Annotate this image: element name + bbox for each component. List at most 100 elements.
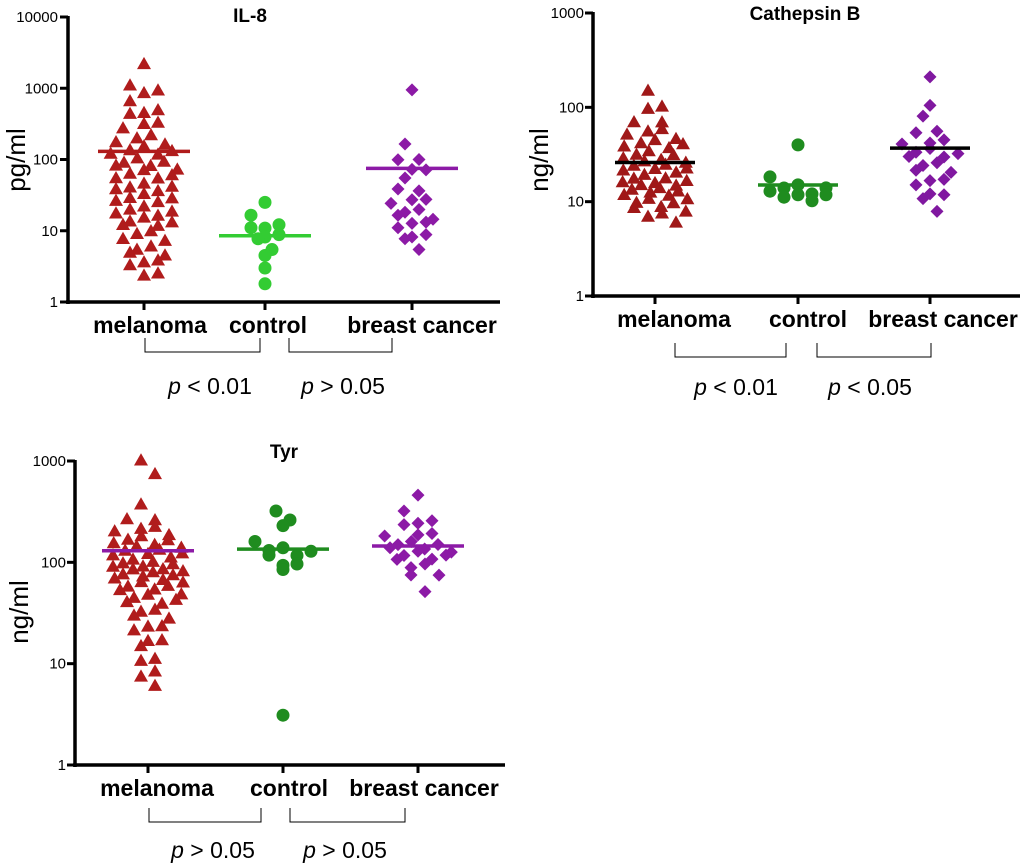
data-point — [405, 193, 419, 207]
data-point — [162, 527, 176, 541]
data-point — [123, 78, 137, 91]
data-point — [397, 504, 411, 518]
comparison-bracket — [144, 338, 261, 353]
data-point — [678, 204, 693, 217]
data-point — [669, 131, 683, 144]
data-point — [412, 153, 426, 167]
p-symbol: p — [170, 837, 184, 863]
y-tick-label: 1 — [576, 288, 584, 305]
data-point — [930, 156, 944, 170]
data-point — [141, 587, 155, 600]
category-label: melanoma — [93, 312, 207, 338]
data-point — [166, 556, 180, 570]
series-breast-cancer — [890, 70, 970, 218]
data-point — [161, 578, 175, 591]
data-point — [419, 215, 433, 229]
data-point — [930, 204, 944, 218]
data-point — [391, 221, 405, 235]
data-point — [378, 529, 392, 543]
p-value-text: > 0.05 — [316, 837, 387, 863]
data-point — [258, 261, 272, 275]
data-point — [166, 568, 180, 581]
data-point — [157, 154, 171, 167]
data-point — [137, 210, 151, 223]
data-point — [634, 177, 649, 191]
chart-panel-2: Tyr ng/ml 1 10 100 1000 melanoma control breast … — [4, 442, 505, 863]
data-point — [676, 136, 690, 150]
data-point — [624, 182, 639, 195]
data-point — [258, 221, 272, 235]
data-point — [165, 204, 179, 217]
data-point — [902, 149, 916, 163]
data-point — [419, 192, 433, 206]
data-point — [763, 170, 777, 184]
data-point — [151, 218, 165, 231]
data-point — [819, 188, 833, 202]
p-value-label: p < 0.01 — [693, 374, 778, 400]
y-tick-label: 100 — [41, 554, 66, 571]
y-tick-label: 1 — [58, 757, 66, 774]
data-point — [411, 528, 425, 542]
data-point — [777, 190, 791, 204]
data-point — [134, 453, 148, 466]
data-point — [412, 203, 426, 217]
series-control — [237, 504, 329, 722]
data-point — [629, 147, 644, 160]
category-label: breast cancer — [347, 312, 497, 338]
data-point — [137, 162, 151, 176]
data-point — [151, 83, 165, 96]
data-point — [130, 131, 144, 144]
data-point — [134, 604, 148, 617]
data-point — [404, 561, 418, 575]
data-point — [151, 115, 165, 128]
data-point — [655, 206, 669, 219]
data-point — [176, 563, 190, 577]
y-tick-label: 1000 — [25, 80, 58, 97]
data-point — [923, 174, 937, 188]
data-point — [617, 187, 632, 201]
data-point — [155, 618, 169, 632]
data-point — [176, 575, 190, 588]
data-point — [109, 181, 123, 195]
data-point — [398, 137, 412, 151]
data-point — [641, 144, 656, 157]
data-point — [637, 167, 652, 180]
series-breast-cancer — [372, 488, 464, 599]
data-point — [123, 258, 137, 271]
data-point — [244, 221, 258, 235]
data-point — [107, 571, 122, 584]
data-point — [123, 166, 137, 179]
data-point — [951, 147, 965, 161]
data-point — [123, 142, 137, 156]
data-point — [123, 245, 137, 258]
data-point — [137, 255, 151, 268]
y-tick-label: 1 — [50, 294, 58, 311]
p-value-text: > 0.05 — [314, 373, 385, 399]
y-tick-label: 100 — [33, 152, 58, 169]
data-point — [116, 231, 130, 245]
data-point — [805, 194, 819, 208]
data-point — [151, 253, 165, 266]
data-point — [654, 199, 669, 213]
y-axis-label: pg/ml — [1, 128, 31, 192]
series-melanoma — [98, 56, 190, 281]
data-point — [127, 623, 141, 636]
data-point — [643, 185, 658, 198]
data-point — [791, 188, 805, 202]
data-point — [937, 188, 951, 202]
p-symbol: p — [167, 373, 181, 399]
data-point — [165, 167, 179, 181]
category-label: melanoma — [100, 775, 214, 801]
data-point — [148, 678, 162, 691]
y-tick-label: 1000 — [551, 5, 584, 22]
data-point — [680, 191, 695, 205]
category-label: control — [250, 775, 328, 801]
data-point — [134, 653, 148, 666]
data-point — [117, 155, 131, 168]
data-point — [384, 196, 398, 210]
data-point — [137, 176, 151, 189]
data-point — [116, 121, 130, 134]
data-point — [262, 548, 276, 562]
y-axis-label: ng/ml — [524, 128, 554, 192]
data-point — [439, 548, 453, 562]
